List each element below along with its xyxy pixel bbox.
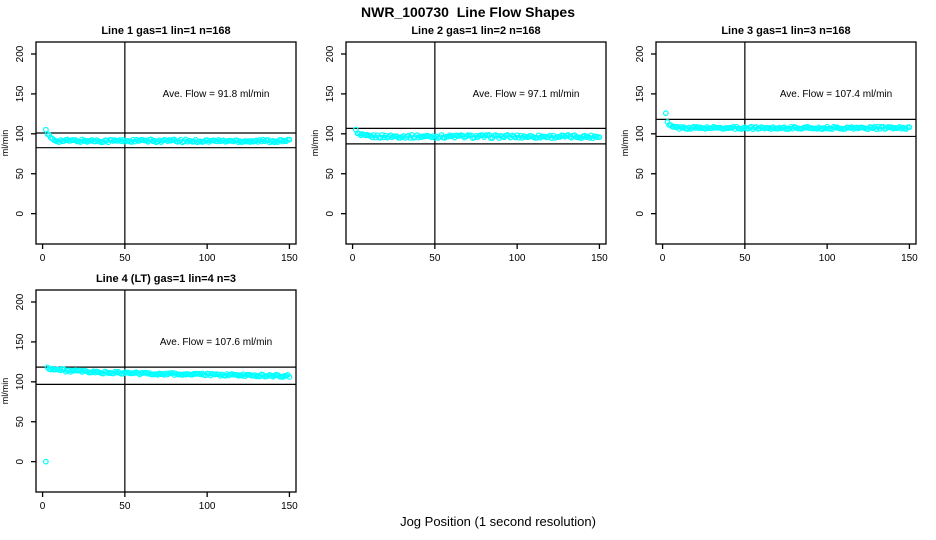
y-tick-label: 150 [15, 333, 26, 350]
panel-title: Line 3 gas=1 lin=3 n=168 [721, 25, 850, 37]
x-tick-label: 150 [591, 253, 608, 264]
data-point [286, 136, 293, 143]
x-tick-label: 100 [509, 253, 526, 264]
y-tick-label: 100 [15, 373, 26, 390]
y-tick-label: 150 [325, 85, 336, 102]
y-tick-label: 50 [15, 416, 26, 428]
x-tick-label: 150 [281, 501, 298, 512]
x-tick-label: 0 [40, 501, 46, 512]
panel-1-svg: Line 1 gas=1 lin=1 n=168 0 50 100 150 0 50 100 1… [0, 25, 298, 264]
plot-box [655, 41, 917, 245]
y-axis-label: ml/min [620, 130, 630, 157]
y-axis-label: ml/min [310, 130, 320, 157]
x-tick-label: 50 [739, 253, 751, 264]
y-tick-label: 50 [635, 168, 646, 180]
x-tick-label: 50 [119, 253, 131, 264]
y-tick-label: 200 [15, 293, 26, 310]
panel-2-svg: Line 2 gas=1 lin=2 n=168 0 50 100 150 0 50 100 1… [310, 25, 608, 264]
y-tick-label: 100 [15, 125, 26, 142]
x-tick-label: 50 [429, 253, 441, 264]
plot-box [35, 41, 297, 245]
avg-flow-annotation: Ave. Flow = 91.8 ml/min [163, 89, 270, 100]
data-point [906, 124, 913, 131]
y-tick-label: 200 [15, 45, 26, 62]
y-tick-label: 150 [635, 85, 646, 102]
y-axis-label: ml/min [0, 130, 10, 157]
y-tick-label: 0 [15, 458, 26, 464]
panel-title: Line 1 gas=1 lin=1 n=168 [101, 25, 230, 37]
y-axis-label: ml/min [0, 378, 10, 405]
y-tick-label: 150 [15, 85, 26, 102]
data-point-outlier [42, 458, 49, 465]
y-tick-label: 0 [635, 210, 646, 216]
x-tick-label: 0 [40, 253, 46, 264]
x-tick-label: 0 [350, 253, 356, 264]
main-title: NWR_100730 Line Flow Shapes [361, 4, 575, 20]
x-tick-label: 100 [199, 253, 216, 264]
y-tick-label: 100 [325, 125, 336, 142]
y-tick-label: 200 [325, 45, 336, 62]
x-tick-label: 50 [119, 501, 131, 512]
plot-box [345, 41, 607, 245]
x-tick-label: 100 [819, 253, 836, 264]
y-tick-label: 100 [635, 125, 646, 142]
y-tick-label: 50 [325, 168, 336, 180]
plot-box [35, 289, 297, 493]
avg-flow-annotation: Ave. Flow = 107.6 ml/min [160, 337, 272, 348]
data-point [286, 374, 293, 380]
panel-3-svg: Line 3 gas=1 lin=3 n=168 0 50 100 150 0 50 100 1… [620, 25, 918, 264]
y-tick-label: 0 [325, 210, 336, 216]
y-tick-label: 0 [15, 210, 26, 216]
data-point [596, 134, 603, 140]
x-axis-caption: Jog Position (1 second resolution) [400, 514, 596, 529]
x-tick-label: 100 [199, 501, 216, 512]
y-tick-label: 50 [15, 168, 26, 180]
avg-flow-annotation: Ave. Flow = 97.1 ml/min [473, 89, 580, 100]
panel-title: Line 2 gas=1 lin=2 n=168 [411, 25, 540, 37]
x-tick-label: 150 [281, 253, 298, 264]
x-tick-label: 0 [660, 253, 666, 264]
avg-flow-annotation: Ave. Flow = 107.4 ml/min [780, 89, 892, 100]
y-tick-label: 200 [635, 45, 646, 62]
panel-4-svg: Line 4 (LT) gas=1 lin=4 n=3 0 50 100 150 0 50 1… [0, 273, 298, 512]
panel-title: Line 4 (LT) gas=1 lin=4 n=3 [96, 273, 236, 285]
data-point [662, 110, 669, 117]
x-tick-label: 150 [901, 253, 918, 264]
